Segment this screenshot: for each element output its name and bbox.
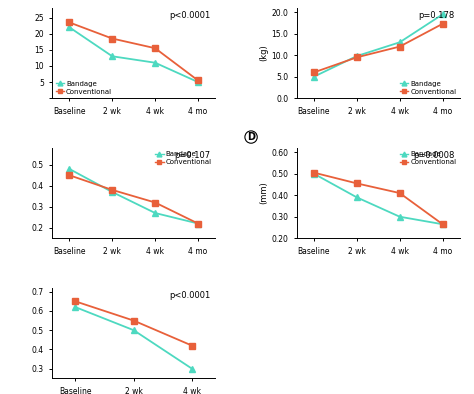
Text: p=0.107: p=0.107 xyxy=(174,151,210,160)
Text: p<0.0001: p<0.0001 xyxy=(169,11,210,20)
Text: p<0.0001: p<0.0001 xyxy=(169,291,210,299)
Legend: Bandage, Conventional: Bandage, Conventional xyxy=(55,81,112,95)
Text: p=0.178: p=0.178 xyxy=(419,11,455,20)
Y-axis label: (mm): (mm) xyxy=(260,182,269,204)
Text: p=0.0008: p=0.0008 xyxy=(413,151,455,160)
Y-axis label: (kg): (kg) xyxy=(260,45,269,61)
Legend: Bandage, Conventional: Bandage, Conventional xyxy=(400,81,456,95)
Legend: Bandage, Conventional: Bandage, Conventional xyxy=(400,151,456,165)
Text: D: D xyxy=(247,132,255,142)
Legend: Bandage, Conventional: Bandage, Conventional xyxy=(155,151,212,165)
